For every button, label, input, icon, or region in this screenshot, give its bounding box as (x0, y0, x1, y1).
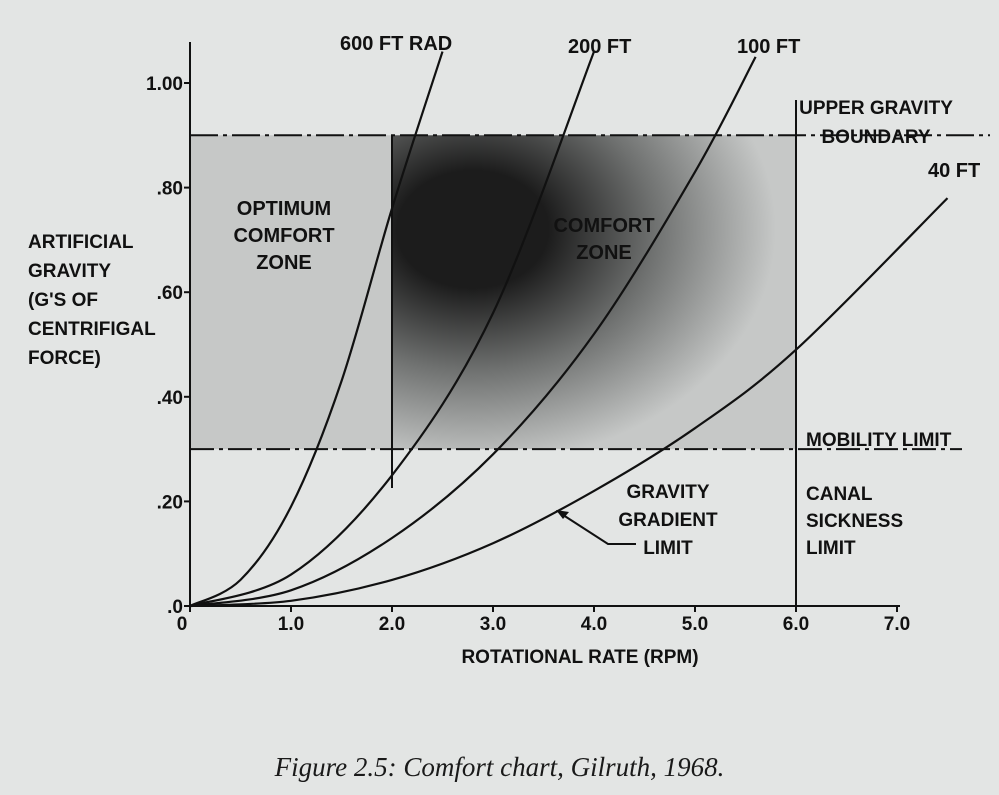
series-200-ft-curve (190, 51, 596, 608)
series-100-ft-curve (190, 56, 757, 608)
y-tick-label: .60 (157, 283, 183, 304)
series-label-100-ft: 100 FT (737, 36, 800, 58)
x-tick-label: 2.0 (379, 614, 405, 635)
series-label-200-ft: 200 FT (568, 36, 631, 58)
y-tick-label: 1.00 (146, 74, 183, 95)
gravity-gradient-leader (559, 512, 636, 545)
upper-gravity-boundary-label: UPPER GRAVITY BOUNDARY (799, 98, 953, 148)
x-tick-label: 4.0 (581, 614, 607, 635)
comfort-zone-shading (392, 135, 796, 450)
chart-labels: 600 FT RAD 200 FT 100 FT 40 FT ARTIFICIAL GRA… (28, 33, 980, 668)
gravity-gradient-limit-label: GRAVITY GRADIENT LIMIT (618, 482, 718, 559)
x-tick-label: 1.0 (278, 614, 304, 635)
y-tick-label: .80 (157, 179, 183, 200)
x-axis-title: ROTATIONAL RATE (RPM) (461, 647, 698, 668)
x-tick-label: 7.0 (884, 614, 910, 635)
radius-curves (190, 51, 949, 608)
axis-ticks: 0 1.0 2.0 3.0 4.0 5.0 6.0 7.0 .0 .20 .40 .60 .80 1.00 (146, 74, 910, 635)
y-tick-label: .0 (167, 597, 183, 618)
x-tick-label: 6.0 (783, 614, 809, 635)
series-label-600-ft: 600 FT RAD (340, 33, 452, 55)
mobility-limit-label: MOBILITY LIMIT (806, 430, 952, 451)
series-40-ft-curve (190, 197, 949, 608)
comfort-zone-label: COMFORT ZONE (553, 215, 654, 264)
figure-caption: Figure 2.5: Comfort chart, Gilruth, 1968… (274, 752, 725, 782)
x-tick-label: 3.0 (480, 614, 506, 635)
gravity-gradient-leader-arrow (556, 510, 569, 519)
y-tick-label: .20 (157, 492, 183, 513)
x-tick-label: 0 (177, 614, 188, 635)
y-axis-title: ARTIFICIAL GRAVITY (G'S OF CENTRIFIGAL FORCE… (28, 232, 156, 369)
y-tick-label: .40 (157, 388, 183, 409)
series-label-40-ft: 40 FT (928, 160, 980, 182)
x-tick-label: 5.0 (682, 614, 708, 635)
optimum-comfort-zone-label: OPTIMUM COMFORT ZONE (233, 198, 334, 274)
canal-sickness-limit-label: CANAL SICKNESS LIMIT (806, 484, 903, 559)
series-600-ft-curve (190, 51, 444, 607)
